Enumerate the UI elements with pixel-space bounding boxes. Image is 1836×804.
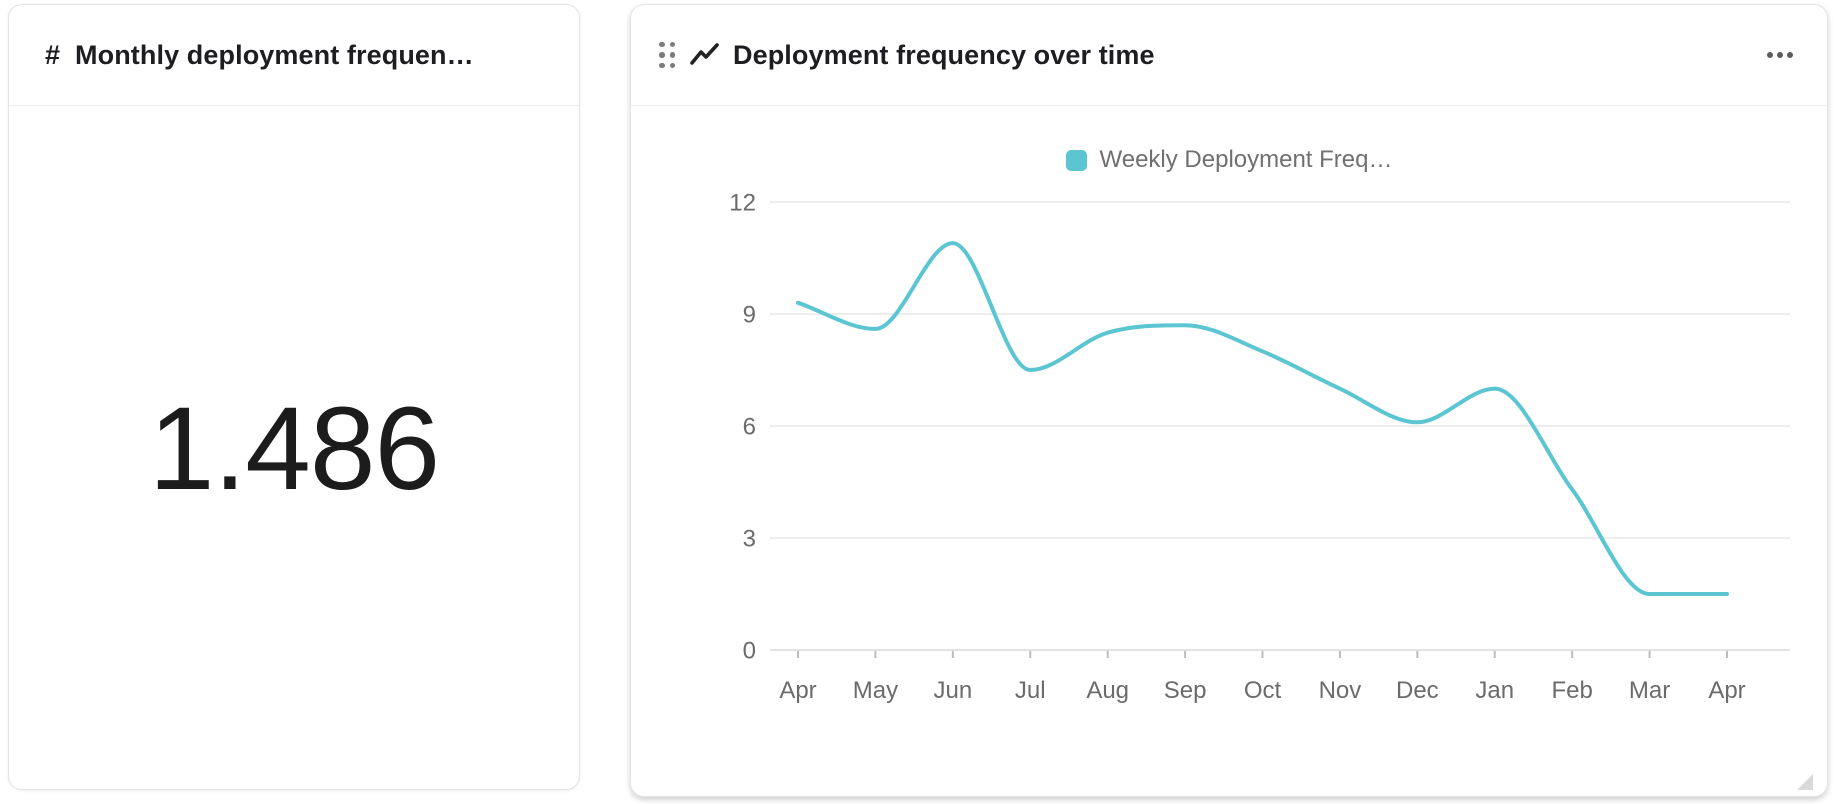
svg-text:9: 9 (743, 302, 756, 329)
number-widget-icon: # (45, 39, 61, 70)
drag-handle-icon[interactable] (659, 41, 675, 69)
svg-text:Oct: Oct (1244, 677, 1282, 704)
chart-body: Weekly Deployment Freq… 0 3 6 9 12 Apr May Jun J… (631, 106, 1827, 796)
legend-swatch (1065, 149, 1087, 171)
svg-text:12: 12 (729, 190, 756, 217)
chart-card-title: Deployment frequency over time (733, 39, 1155, 70)
line-chart: 0 3 6 9 12 Apr May Jun Jul Aug Sep Oct Nov Dec Jan Feb M… (729, 190, 1790, 704)
svg-text:6: 6 (743, 414, 756, 441)
svg-text:May: May (853, 677, 898, 704)
svg-text:Nov: Nov (1319, 677, 1362, 704)
metric-value: 1.486 (148, 382, 440, 515)
metric-card-body: 1.486 (9, 106, 579, 791)
svg-text:Jan: Jan (1475, 677, 1514, 704)
svg-text:Aug: Aug (1086, 677, 1129, 704)
legend-label: Weekly Deployment Freq… (1099, 146, 1393, 173)
ellipsis-icon (1766, 51, 1773, 59)
svg-text:0: 0 (743, 638, 756, 665)
metric-card-title: Monthly deployment frequen… (75, 39, 474, 70)
resize-handle[interactable] (1797, 774, 1813, 790)
svg-text:Apr: Apr (1708, 677, 1745, 704)
metric-card-header: # Monthly deployment frequen… (9, 5, 579, 106)
svg-text:3: 3 (743, 526, 756, 553)
svg-text:Jul: Jul (1015, 677, 1046, 704)
svg-text:Apr: Apr (779, 677, 816, 704)
chart-card: Deployment frequency over time Weekly De… (630, 4, 1828, 797)
chart-card-header: Deployment frequency over time (631, 5, 1827, 106)
metric-card: # Monthly deployment frequen… 1.486 (8, 4, 580, 790)
svg-text:Jun: Jun (933, 677, 972, 704)
svg-text:Mar: Mar (1629, 677, 1670, 704)
svg-text:Sep: Sep (1164, 677, 1207, 704)
more-options-button[interactable] (1766, 5, 1793, 105)
line-chart-icon (690, 43, 719, 65)
svg-text:Feb: Feb (1551, 677, 1592, 704)
svg-text:Dec: Dec (1396, 677, 1439, 704)
chart-legend[interactable]: Weekly Deployment Freq… (631, 146, 1827, 174)
